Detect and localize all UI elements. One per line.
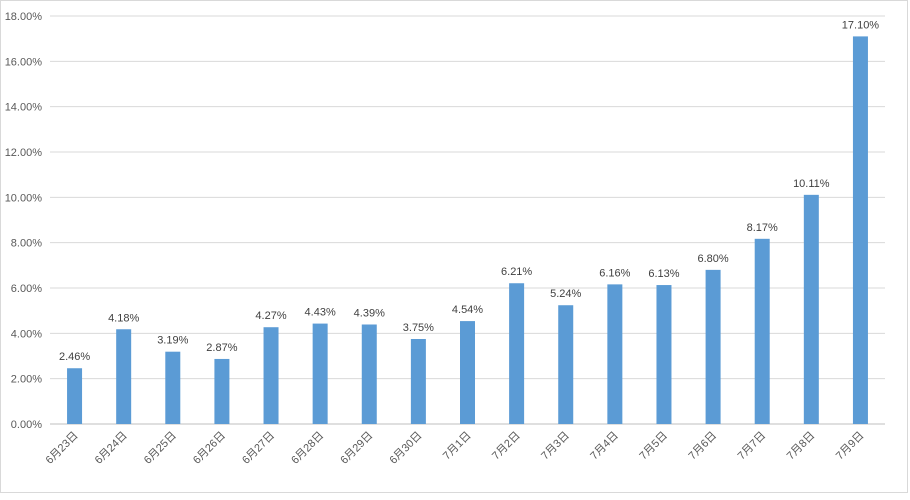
y-tick-label: 0.00% bbox=[11, 419, 42, 431]
y-tick-label: 10.00% bbox=[5, 192, 43, 204]
bar bbox=[852, 36, 868, 425]
y-tick-label: 8.00% bbox=[11, 238, 42, 250]
y-tick-label: 4.00% bbox=[11, 328, 42, 340]
bar bbox=[509, 283, 525, 424]
data-label: 17.10% bbox=[842, 19, 880, 31]
y-tick-label: 12.00% bbox=[5, 147, 43, 159]
bar bbox=[214, 358, 230, 424]
bar bbox=[312, 323, 328, 424]
bar bbox=[67, 368, 83, 424]
data-label: 4.27% bbox=[255, 310, 286, 322]
bar bbox=[705, 269, 721, 424]
bar bbox=[607, 284, 623, 424]
data-label: 2.46% bbox=[59, 351, 90, 363]
data-label: 10.11% bbox=[793, 178, 830, 190]
y-tick-label: 18.00% bbox=[5, 11, 43, 23]
data-label: 4.39% bbox=[354, 307, 385, 319]
bar bbox=[460, 321, 475, 424]
bar bbox=[558, 305, 574, 424]
bar bbox=[656, 285, 672, 424]
bar bbox=[116, 329, 132, 424]
bar bbox=[410, 339, 426, 424]
data-label: 3.19% bbox=[157, 335, 188, 347]
y-tick-label: 16.00% bbox=[5, 56, 43, 68]
bar bbox=[754, 238, 770, 424]
y-tick-label: 2.00% bbox=[11, 374, 42, 386]
data-label: 2.87% bbox=[206, 342, 237, 354]
bar bbox=[165, 351, 181, 424]
data-label: 4.54% bbox=[452, 304, 483, 316]
y-tick-label: 6.00% bbox=[11, 283, 42, 295]
data-label: 6.13% bbox=[648, 268, 679, 280]
bar bbox=[803, 194, 819, 424]
bar bbox=[361, 324, 377, 424]
data-label: 4.18% bbox=[108, 312, 139, 324]
bar bbox=[263, 327, 279, 424]
data-label: 6.80% bbox=[697, 253, 728, 265]
data-label: 4.43% bbox=[305, 307, 336, 319]
y-tick-label: 14.00% bbox=[5, 102, 43, 114]
data-label: 3.75% bbox=[403, 322, 434, 334]
data-label: 5.24% bbox=[550, 288, 581, 300]
data-label: 6.21% bbox=[501, 266, 532, 278]
data-label: 6.16% bbox=[599, 267, 630, 279]
data-label: 8.17% bbox=[747, 222, 778, 234]
